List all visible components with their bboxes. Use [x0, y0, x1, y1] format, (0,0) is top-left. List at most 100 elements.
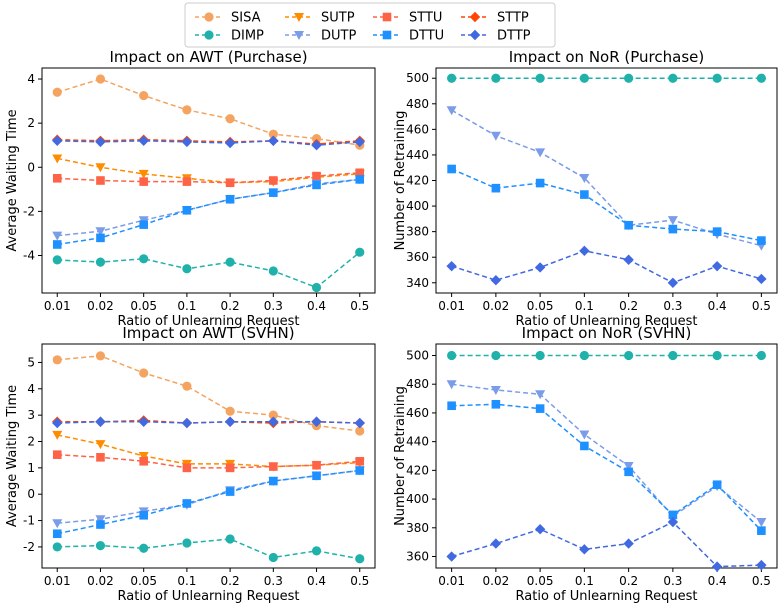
- series-line-sisa: [57, 355, 360, 432]
- x-tick-label: 0.2: [619, 299, 638, 313]
- data-point-dttp: [446, 551, 457, 562]
- data-point-sutp: [95, 440, 106, 450]
- data-point-dttp: [711, 260, 723, 272]
- data-point-dimp: [95, 257, 106, 267]
- y-tick-label: -4: [23, 249, 35, 263]
- data-point-sisa: [95, 74, 106, 84]
- x-tick-label: 0.2: [221, 574, 240, 588]
- chart-title: Impact on AWT (SVHN): [122, 324, 294, 342]
- data-point-sttu: [52, 450, 62, 459]
- series-dttu: [52, 466, 365, 539]
- chart-title: Impact on NoR (Purchase): [509, 48, 705, 66]
- x-tick-label: 0.1: [177, 299, 196, 313]
- x-tick-label: 0.01: [438, 574, 465, 588]
- legend-item-dttu: DTTU: [373, 29, 444, 44]
- data-point-sttu: [312, 460, 321, 470]
- x-axis-label: Ratio of Unlearning Request: [118, 589, 300, 604]
- legend-frame: [184, 2, 556, 48]
- series-line-dttu: [57, 469, 360, 535]
- series-line-sttp: [57, 138, 360, 145]
- legend-item-dttp: DTTP: [461, 29, 531, 44]
- y-tick-label: 440: [406, 435, 429, 449]
- data-point-dttu: [225, 194, 235, 204]
- y-tick-label: 460: [406, 122, 429, 136]
- data-point-dimp: [535, 350, 545, 361]
- series-dimp: [447, 350, 766, 361]
- data-point-dttp: [354, 417, 365, 429]
- y-tick-label: 400: [406, 199, 429, 213]
- data-point-dimp: [624, 350, 634, 361]
- data-point-dutp: [667, 216, 678, 226]
- y-tick-label: 380: [406, 521, 429, 535]
- y-tick-label: 420: [406, 174, 429, 188]
- x-tick-label: 0.4: [307, 299, 326, 313]
- data-point-sisa: [311, 133, 322, 144]
- data-point-sisa: [268, 129, 278, 139]
- data-point-dttp: [711, 561, 723, 572]
- data-point-dttu: [668, 510, 678, 520]
- x-tick-label: 0.1: [575, 299, 594, 313]
- y-tick-label: 4: [27, 382, 35, 396]
- y-tick-label: 3: [27, 408, 35, 422]
- data-point-dimp: [624, 73, 634, 83]
- legend-item-dutp: DUTP: [285, 29, 356, 44]
- data-point-dttp: [667, 516, 679, 528]
- series-dttu: [52, 175, 365, 249]
- data-point-dttp: [490, 538, 502, 549]
- data-point-dttu: [580, 190, 589, 199]
- data-point-dttp: [756, 273, 767, 285]
- y-tick-label: 500: [406, 71, 429, 85]
- legend-item-sutp: SUTP: [285, 11, 355, 26]
- data-point-dimp: [311, 546, 322, 556]
- data-point-dutp: [52, 519, 63, 529]
- y-tick-label: 360: [406, 250, 429, 264]
- y-tick-label: 5: [27, 355, 35, 369]
- data-point-dimp: [225, 257, 235, 267]
- data-point-dttp: [138, 135, 149, 146]
- data-point-dimp: [225, 534, 235, 544]
- data-point-sttu: [52, 173, 62, 183]
- data-point-dttu: [312, 180, 321, 190]
- data-point-sutp: [95, 163, 106, 173]
- y-tick-label: 480: [406, 97, 429, 111]
- y-tick-label: -2: [23, 204, 35, 218]
- series-line-sutp: [57, 434, 360, 468]
- x-tick-label: 0.02: [87, 574, 114, 588]
- data-point-dttu: [757, 526, 766, 535]
- x-tick-label: 0.3: [663, 574, 682, 588]
- data-point-dttp: [268, 135, 279, 146]
- chart-panels: Impact on AWT (Purchase) 0.01 0.02 0.05 0.1 0…: [5, 48, 778, 604]
- y-axis-label: Average Waiting Time: [5, 109, 20, 251]
- x-tick-label: 0.02: [483, 574, 510, 588]
- data-point-sisa: [52, 87, 62, 97]
- data-point-dutp: [490, 131, 501, 141]
- plot-frame: [41, 67, 376, 294]
- y-tick-label: 2: [27, 116, 35, 130]
- data-point-dimp: [447, 350, 457, 361]
- x-tick-label: 0.3: [264, 574, 283, 588]
- data-point-dttu: [139, 220, 148, 229]
- y-tick-label: 4: [27, 72, 35, 86]
- data-point-dttp: [224, 416, 236, 427]
- data-point-dttp: [311, 416, 322, 427]
- data-point-sisa: [182, 105, 192, 115]
- legend: SISA DIMP SUTP DUTP STTU DTTU STTP DTTP: [184, 2, 556, 48]
- data-point-dttu: [535, 178, 545, 188]
- data-point-dimp: [535, 73, 545, 83]
- data-point-dttu: [355, 175, 365, 184]
- y-tick-label: 480: [406, 377, 429, 391]
- x-tick-label: 0.5: [752, 299, 771, 313]
- series-dttp: [52, 416, 365, 429]
- data-point-dttp: [490, 275, 502, 286]
- x-tick-label: 0.1: [575, 574, 594, 588]
- data-point-dutp: [623, 462, 634, 472]
- series-line-dttu: [451, 403, 762, 532]
- legend-item-sttp: STTP: [461, 11, 529, 26]
- x-tick-label: 0.05: [527, 574, 554, 588]
- series-line-dttp: [451, 250, 762, 284]
- data-point-sisa: [139, 368, 149, 378]
- x-tick-label: 0.2: [619, 574, 638, 588]
- data-point-dttu: [668, 224, 678, 234]
- data-point-dimp: [491, 350, 501, 361]
- data-point-dimp: [712, 73, 722, 83]
